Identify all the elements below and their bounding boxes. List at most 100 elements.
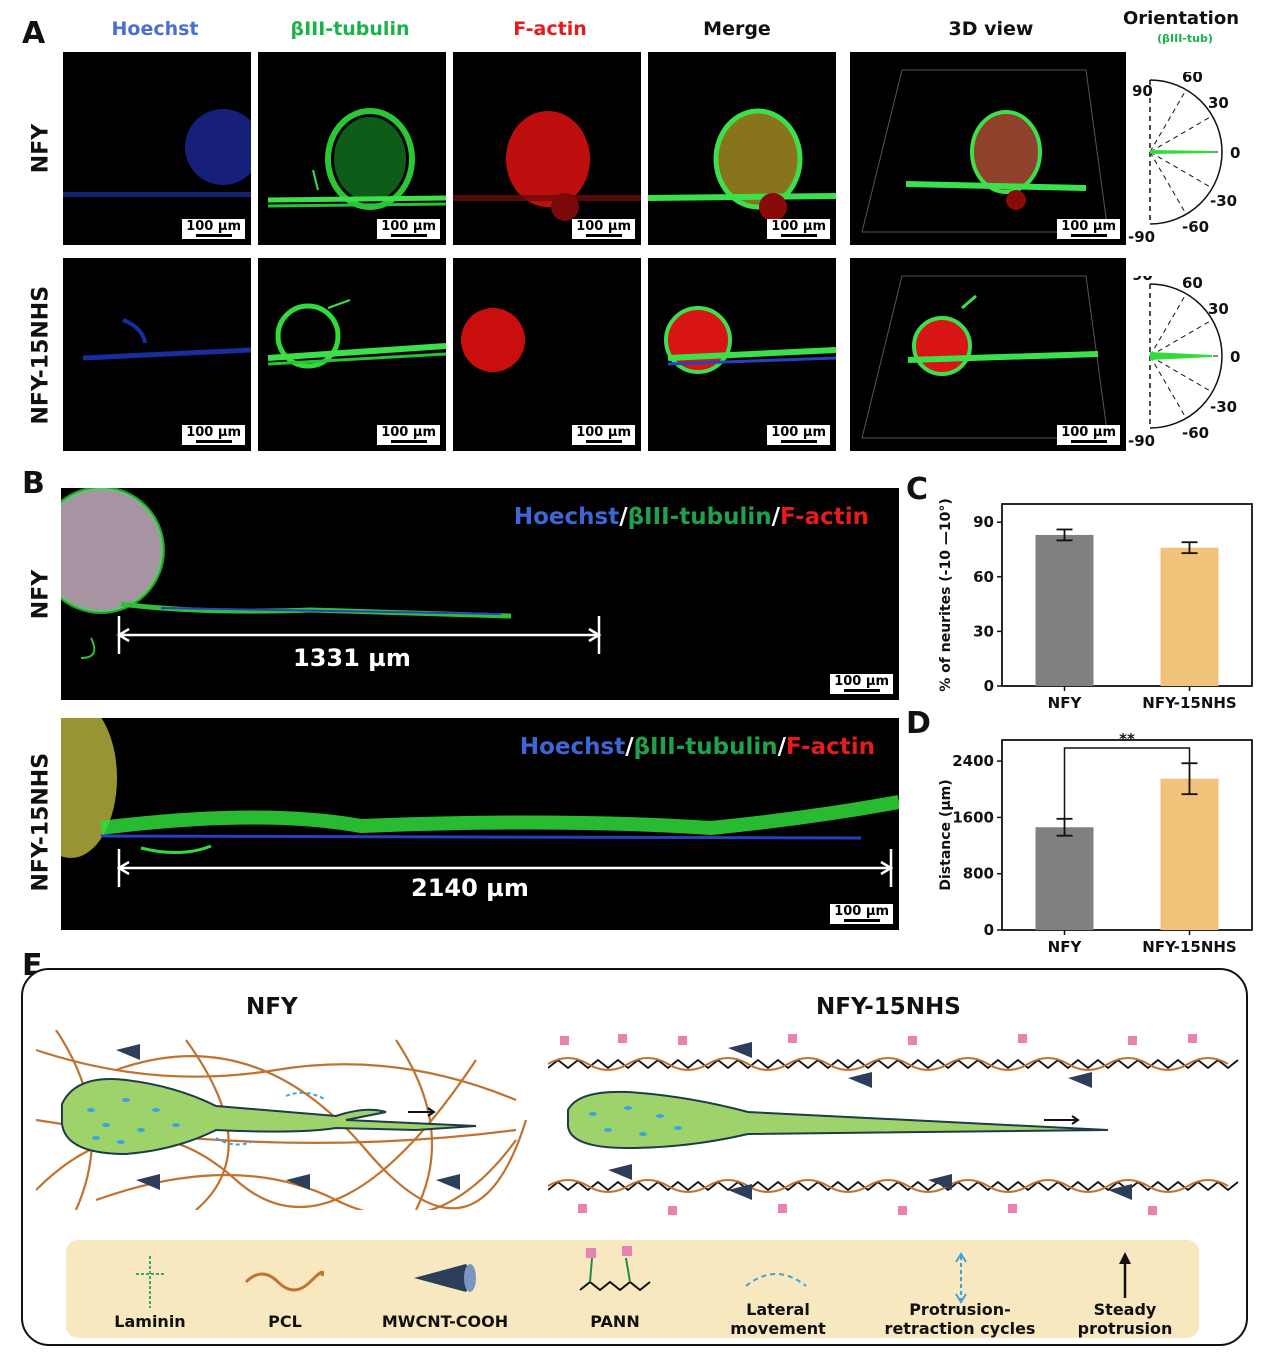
legend-label-lateral: Lateral movement xyxy=(730,1300,826,1338)
plot-frame xyxy=(1001,739,1253,931)
pcl-icon xyxy=(244,1270,324,1292)
col-header-merge: Merge xyxy=(703,18,771,40)
scale-bar: 100 µm xyxy=(377,425,440,445)
scale-bar: 100 µm xyxy=(1057,219,1120,239)
micrograph-nfy-factin: 100 µm xyxy=(453,52,641,245)
scale-bar: 100 µm xyxy=(377,219,440,239)
scale-bar-label: 100 µm xyxy=(381,425,436,440)
row-label-b-nfy15nhs: NFY-15NHS xyxy=(28,752,54,892)
bar xyxy=(1035,534,1094,686)
scale-bar: 100 µm xyxy=(182,219,245,239)
row-label-a-nfy: NFY xyxy=(28,123,54,174)
y-tick-label: 0 xyxy=(984,677,994,695)
polar-plot-nfy: 90 60 30 0 -30 -60 -90 xyxy=(1128,72,1240,246)
legend-label-laminin: Laminin xyxy=(114,1312,186,1331)
y-tick-label: 1600 xyxy=(952,808,994,826)
orient-tick-m90: -90 xyxy=(1128,228,1155,246)
y-tick-label: 0 xyxy=(984,921,994,939)
y-axis-label: Distance (µm) xyxy=(938,779,954,890)
scale-bar-label: 100 µm xyxy=(186,425,241,440)
orientation-title: Orientation xyxy=(1122,8,1240,29)
orientation-polar-nfy15nhs: 90 60 30 0 -30 -60 -90 xyxy=(1128,276,1240,450)
orient-tick-m90: -90 xyxy=(1128,432,1155,450)
schematic-title-nfy: NFY xyxy=(246,994,298,1020)
micrograph-nfy15nhs-3d: 100 µm xyxy=(850,258,1126,451)
micrograph-nfy15nhs-hoechst: 100 µm xyxy=(63,258,251,451)
nhs-groups xyxy=(560,1034,1197,1215)
col-header-hoechst: Hoechst xyxy=(111,18,199,40)
micrograph-nfy15nhs-factin: 100 µm xyxy=(453,258,641,451)
orientation-subtitle: (βIII-tub) xyxy=(1157,32,1213,45)
significance-label: ** xyxy=(1119,730,1135,748)
y-tick-label: 2400 xyxy=(952,752,994,770)
orient-tick-60: 60 xyxy=(1182,276,1203,292)
y-tick-label: 800 xyxy=(963,865,994,883)
scale-bar-label: 100 µm xyxy=(834,904,889,919)
y-tick-label: 90 xyxy=(973,513,994,531)
stain-hoechst: Hoechst xyxy=(513,504,620,530)
orient-tick-m60: -60 xyxy=(1182,424,1209,442)
nucleus-dots xyxy=(87,1098,180,1144)
plot-frame xyxy=(1001,503,1253,687)
x-tick-label: NFY xyxy=(1048,938,1083,956)
panel-a-letter: A xyxy=(22,16,46,51)
panel-b-letter: B xyxy=(22,466,45,501)
length-arrow-nfy15nhs xyxy=(116,849,894,887)
steady-protrusion-icon xyxy=(1119,1252,1131,1298)
orient-tick-90: 90 xyxy=(1132,82,1153,100)
y-axis-label: % of neurites (-10 —10°) xyxy=(938,498,954,691)
stain-tubulin: βIII-tubulin xyxy=(633,734,778,760)
panel-c-letter: C xyxy=(906,472,929,507)
x-tick-label: NFY-15NHS xyxy=(1142,938,1236,956)
orient-tick-m60: -60 xyxy=(1182,218,1209,236)
orient-tick-m30: -30 xyxy=(1210,398,1237,416)
orient-tick-60: 60 xyxy=(1182,72,1203,86)
y-tick-label: 30 xyxy=(973,622,994,640)
schematic-nfy xyxy=(36,1030,528,1210)
mwcnt-marks xyxy=(116,1044,460,1190)
micrograph-nfy15nhs-merge: 100 µm xyxy=(648,258,836,451)
scale-bar-label: 100 µm xyxy=(1061,425,1116,440)
stain-caption-b-nfy15nhs: Hoechst/βIII-tubulin/F-actin xyxy=(520,734,875,760)
stain-tubulin: βIII-tubulin xyxy=(627,504,772,530)
x-tick-label: NFY-15NHS xyxy=(1142,694,1236,712)
legend-label-mwcnt: MWCNT-COOH xyxy=(381,1312,509,1331)
neuron-body-nfy15nhs xyxy=(567,1090,1109,1150)
orient-tick-m30: -30 xyxy=(1210,192,1237,210)
stain-hoechst: Hoechst xyxy=(519,734,626,760)
legend-label-protrusion: Protrusion-retraction cycles xyxy=(884,1300,1036,1338)
x-tick-label: NFY xyxy=(1048,694,1083,712)
scale-bar-label: 100 µm xyxy=(771,219,826,234)
row-label-b-nfy: NFY xyxy=(28,569,54,620)
y-tick-label: 60 xyxy=(973,568,994,586)
laminin-icon xyxy=(136,1256,164,1308)
orient-tick-0: 0 xyxy=(1230,144,1240,162)
scale-bar: 100 µm xyxy=(572,219,635,239)
bar xyxy=(1035,827,1094,930)
micrograph-nfy-3d: 100 µm xyxy=(850,52,1126,245)
micrograph-b-nfy15nhs: Hoechst/βIII-tubulin/F-actin 2140 µm 100… xyxy=(61,718,899,930)
lateral-movement-icon xyxy=(745,1273,807,1287)
micrograph-b-nfy: Hoechst/βIII-tubulin/F-actin 1331 µm 100… xyxy=(61,488,899,700)
scale-bar: 100 µm xyxy=(1057,425,1120,445)
scale-bar-label: 100 µm xyxy=(1061,219,1116,234)
stain-caption-b-nfy: Hoechst/βIII-tubulin/F-actin xyxy=(514,504,869,530)
chart-d: 0 800 1600 2400 Distance (µm) NFY NFY-15NHS ** xyxy=(938,730,1253,956)
scale-bar-label: 100 µm xyxy=(186,219,241,234)
micrograph-nfy-merge: 100 µm xyxy=(648,52,836,245)
row-label-a-nfy15nhs: NFY-15NHS xyxy=(28,285,54,425)
polar-plot-nfy15nhs: 90 60 30 0 -30 -60 -90 xyxy=(1128,276,1240,450)
scale-bar-label: 100 µm xyxy=(576,219,631,234)
stain-factin: F-actin xyxy=(780,504,869,530)
scale-bar-label: 100 µm xyxy=(834,674,889,689)
panel-d-letter: D xyxy=(906,706,931,741)
legend-label-steady: Steady protrusion xyxy=(1077,1300,1173,1338)
col-header-3d-view: 3D view xyxy=(948,18,1034,40)
legend-label-pann: PANN xyxy=(590,1312,640,1331)
micrograph-nfy-hoechst: 100 µm xyxy=(63,52,251,245)
scale-bar: 100 µm xyxy=(182,425,245,445)
legend-label-pcl: PCL xyxy=(268,1312,302,1331)
bar xyxy=(1160,778,1219,930)
scale-bar-label: 100 µm xyxy=(381,219,436,234)
bar xyxy=(1160,547,1219,686)
